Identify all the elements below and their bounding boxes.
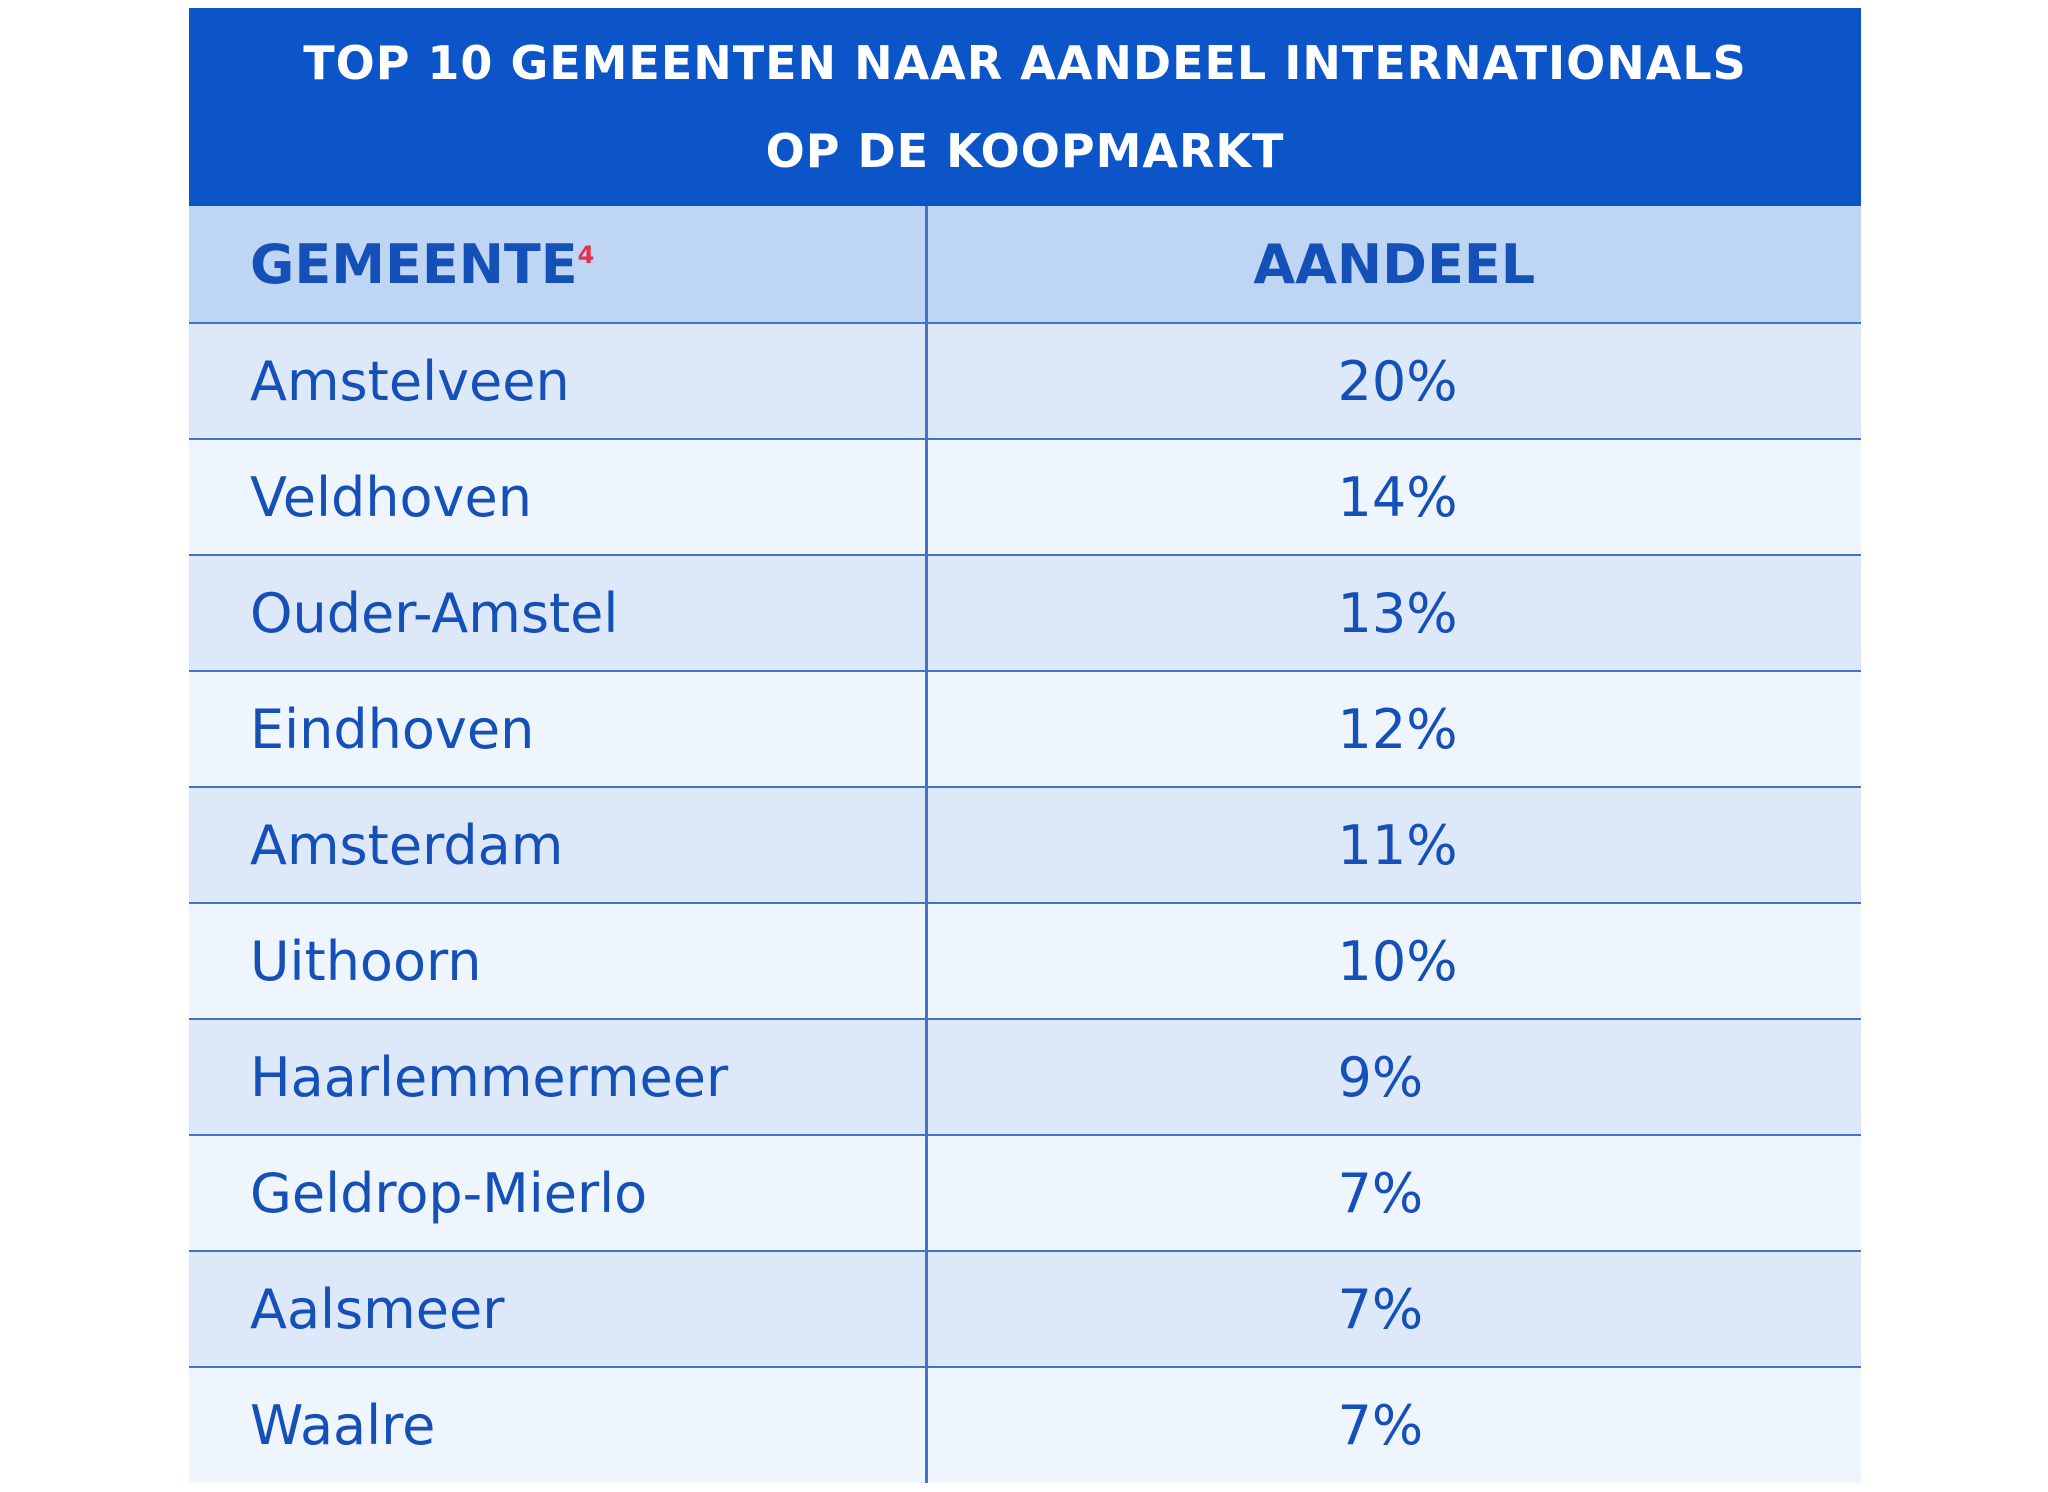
cell-aandeel: 13%	[926, 555, 1861, 672]
cell-aandeel: 14%	[926, 439, 1861, 556]
column-header-gemeente-label: GEMEENTE	[250, 232, 578, 296]
table-title-line-1: TOP 10 GEMEENTEN NAAR AANDEEL INTERNATIO…	[303, 36, 1747, 90]
cell-gemeente: Ouder-Amstel	[189, 555, 928, 672]
cell-gemeente: Amstelveen	[189, 323, 928, 440]
cell-aandeel: 7%	[926, 1367, 1861, 1483]
cell-aandeel: 11%	[926, 787, 1861, 904]
cell-gemeente: Aalsmeer	[189, 1251, 928, 1368]
table-row: Uithoorn 10%	[189, 903, 1861, 1020]
table-row: Amstelveen 20%	[189, 323, 1861, 440]
cell-aandeel: 10%	[926, 903, 1861, 1020]
table-title-line-2: OP DE KOOPMARKT	[765, 124, 1285, 178]
cell-aandeel: 9%	[926, 1019, 1861, 1136]
table-row: Waalre 7%	[189, 1367, 1861, 1483]
table-row: Ouder-Amstel 13%	[189, 555, 1861, 672]
data-table: TOP 10 GEMEENTEN NAAR AANDEEL INTERNATIO…	[189, 8, 1861, 1483]
cell-gemeente: Amsterdam	[189, 787, 928, 904]
cell-aandeel: 7%	[926, 1251, 1861, 1368]
table-row: Amsterdam 11%	[189, 787, 1861, 904]
cell-aandeel: 20%	[926, 323, 1861, 440]
table-body: GEMEENTE4 AANDEEL Amstelveen 20% Veldhoven…	[189, 206, 1861, 1483]
column-header-aandeel: AANDEEL	[926, 206, 1861, 324]
column-header-gemeente: GEMEENTE4	[189, 206, 928, 324]
cell-gemeente: Veldhoven	[189, 439, 928, 556]
cell-aandeel: 7%	[926, 1135, 1861, 1252]
cell-aandeel: 12%	[926, 671, 1861, 788]
table-row: Aalsmeer 7%	[189, 1251, 1861, 1368]
table-row: Veldhoven 14%	[189, 439, 1861, 556]
cell-gemeente: Geldrop-Mierlo	[189, 1135, 928, 1252]
cell-gemeente: Waalre	[189, 1367, 928, 1483]
cell-gemeente: Haarlemmermeer	[189, 1019, 928, 1136]
footnote-marker: 4	[577, 240, 595, 269]
cell-gemeente: Uithoorn	[189, 903, 928, 1020]
table-row: Haarlemmermeer 9%	[189, 1019, 1861, 1136]
table-row: Eindhoven 12%	[189, 671, 1861, 788]
cell-gemeente: Eindhoven	[189, 671, 928, 788]
header-row: GEMEENTE4 AANDEEL	[189, 206, 1861, 324]
table-row: Geldrop-Mierlo 7%	[189, 1135, 1861, 1252]
table-title: TOP 10 GEMEENTEN NAAR AANDEEL INTERNATIO…	[189, 8, 1861, 206]
